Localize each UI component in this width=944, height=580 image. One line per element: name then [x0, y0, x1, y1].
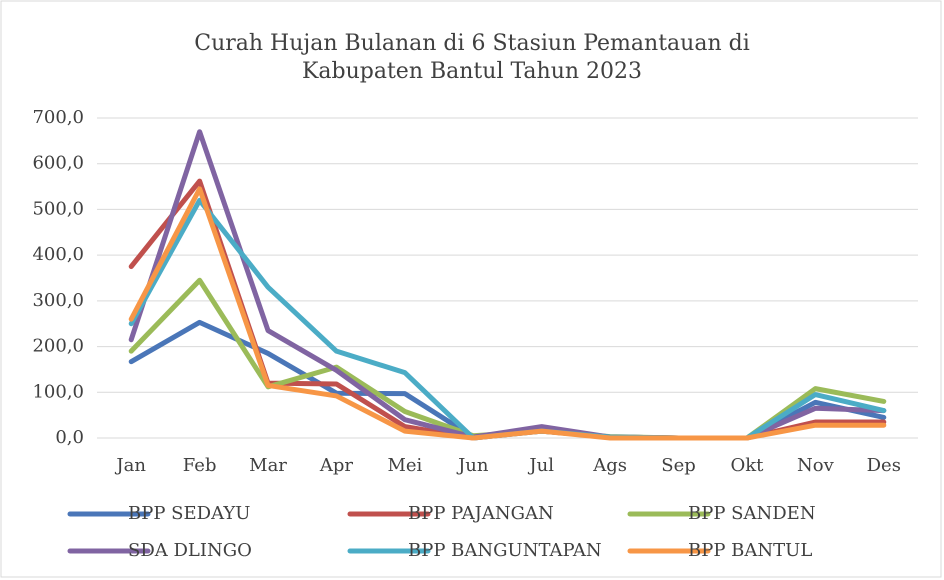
x-tick-label: Des: [867, 455, 901, 476]
chart-title: Curah Hujan Bulanan di 6 Stasiun Pemanta…: [194, 31, 749, 56]
legend-label: BPP BANGUNTAPAN: [408, 540, 602, 561]
y-tick-label: 700,0: [32, 107, 84, 128]
series-line: [128, 186, 887, 441]
x-tick-label: Apr: [319, 455, 354, 476]
x-tick-label: Sep: [661, 455, 696, 476]
x-tick-label: Mar: [249, 455, 287, 476]
y-tick-label: 100,0: [32, 381, 84, 402]
y-tick-label: 600,0: [32, 153, 84, 174]
legend-label: BPP SANDEN: [688, 503, 816, 524]
x-tick-label: Jul: [527, 455, 554, 476]
legend-label: BPP PAJANGAN: [408, 503, 554, 524]
legend-label: BPP BANTUL: [688, 540, 812, 561]
x-tick-label: Okt: [731, 455, 765, 476]
y-tick-label: 400,0: [32, 244, 84, 265]
x-tick-label: Nov: [797, 455, 835, 476]
y-tick-label: 500,0: [32, 198, 84, 219]
legend-label: SDA DLINGO: [128, 540, 252, 561]
x-tick-label: Feb: [183, 455, 217, 476]
x-tick-label: Jan: [114, 455, 146, 476]
x-tick-label: Mei: [387, 455, 422, 476]
y-tick-label: 0,0: [55, 427, 84, 448]
y-tick-label: 200,0: [32, 336, 84, 357]
chart-title: Kabupaten Bantul Tahun 2023: [302, 59, 642, 84]
x-tick-label: Ags: [592, 455, 627, 476]
legend-label: BPP SEDAYU: [128, 503, 250, 524]
x-tick-label: Jun: [456, 455, 489, 476]
y-tick-label: 300,0: [32, 290, 84, 311]
